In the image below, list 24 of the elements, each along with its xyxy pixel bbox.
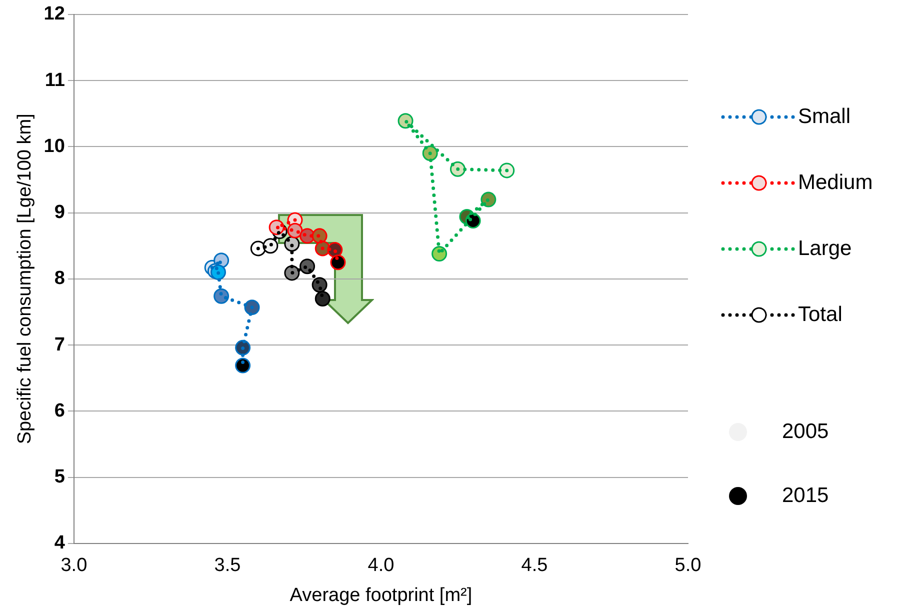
y-tick-label: 8 — [54, 268, 65, 290]
legend-label: Medium — [798, 171, 873, 195]
y-tick-label: 10 — [44, 136, 65, 157]
x-tick-label: 4.0 — [368, 555, 394, 576]
y-tick-label: 5 — [54, 466, 66, 488]
point — [314, 290, 330, 306]
y-tick-label: 6 — [54, 400, 65, 422]
y-tick-label: 7 — [54, 334, 65, 356]
y-tick-label: 9 — [54, 202, 65, 224]
y-tick-label: 12 — [44, 4, 65, 25]
legend-label: Small — [798, 105, 851, 129]
x-tick-label: 3.0 — [60, 555, 88, 576]
x-axis-title: Average footprint [m²] — [290, 584, 472, 606]
legend-label: Total — [798, 303, 842, 327]
text: 2015 — [782, 484, 829, 508]
text: 2005 — [782, 420, 829, 444]
point — [499, 162, 515, 178]
y-axis-title: Specific fuel consumption [Lge/100 km] — [14, 114, 36, 444]
x-tick-label: 4.5 — [521, 555, 548, 576]
y-tick-label: 11 — [44, 70, 66, 91]
y-tick-label: 4 — [54, 532, 66, 554]
x-tick-label: 3.5 — [214, 555, 241, 576]
legend-label: Large — [798, 237, 852, 261]
x-tick-label: 5.0 — [674, 555, 702, 576]
